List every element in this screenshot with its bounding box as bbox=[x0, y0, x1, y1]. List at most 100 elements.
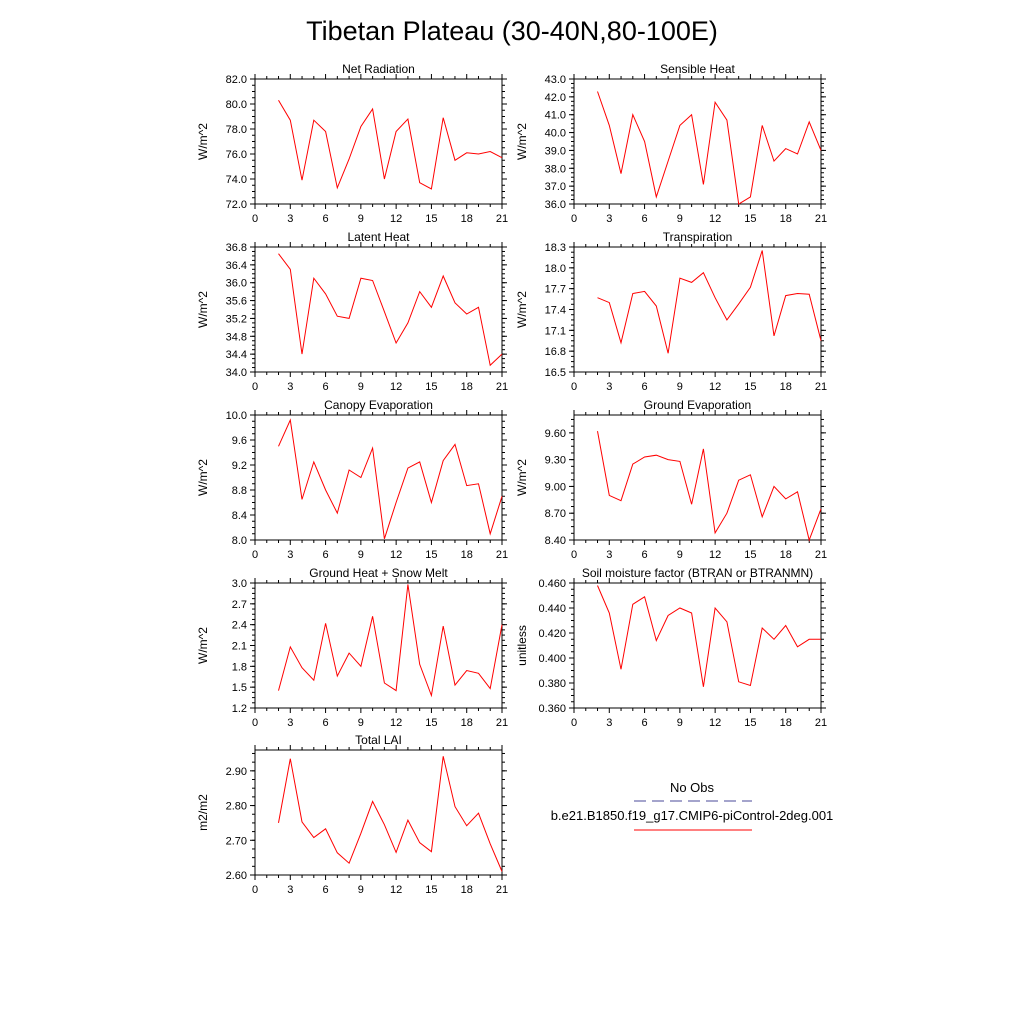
x-tick-label: 12 bbox=[390, 213, 402, 225]
x-tick-label: 18 bbox=[461, 549, 473, 561]
y-tick-label: 0.360 bbox=[538, 703, 566, 715]
x-tick-label: 3 bbox=[287, 549, 293, 561]
y-tick-label: 0.440 bbox=[538, 603, 566, 615]
x-tick-label: 6 bbox=[642, 213, 648, 225]
x-tick-label: 12 bbox=[390, 884, 402, 896]
panels-group: Net Radiation W/m^2 0 3 6 9 12 15 18 21 72.0 74.0 76… bbox=[196, 62, 827, 896]
y-tick-label: 8.70 bbox=[545, 508, 566, 520]
panel-total-lai: Total LAI m2/m2 0 3 6 9 12 15 18 21 2.60 2.70 2.80 2.… bbox=[196, 733, 508, 896]
y-tick-label: 1.5 bbox=[232, 682, 247, 694]
y-tick-label: 3.0 bbox=[232, 578, 247, 590]
plot-frame bbox=[573, 414, 822, 541]
legend: No Obs b.e21.B1850.f19_g17.CMIP6-piContr… bbox=[551, 780, 834, 831]
y-tick-label: 2.4 bbox=[232, 620, 247, 632]
panel-title: Transpiration bbox=[663, 230, 733, 244]
series-line-transpiration bbox=[597, 250, 822, 354]
y-tick-label: 1.2 bbox=[232, 703, 247, 715]
y-tick-label: 2.7 bbox=[232, 599, 247, 611]
panel-net-radiation: Net Radiation W/m^2 0 3 6 9 12 15 18 21 72.0 74.0 76… bbox=[196, 62, 508, 225]
y-tick-label: 9.00 bbox=[545, 481, 566, 493]
y-tick-label: 39.0 bbox=[545, 145, 566, 157]
x-tick-label: 21 bbox=[496, 213, 508, 225]
x-tick-label: 0 bbox=[571, 549, 577, 561]
y-tick-label: 2.80 bbox=[226, 801, 247, 813]
y-tick-label: 43.0 bbox=[545, 74, 566, 86]
x-tick-label: 18 bbox=[780, 717, 792, 729]
x-tick-label: 0 bbox=[571, 717, 577, 729]
x-tick-label: 6 bbox=[642, 549, 648, 561]
x-tick-label: 18 bbox=[780, 381, 792, 393]
x-tick-label: 0 bbox=[252, 884, 258, 896]
y-tick-label: 9.60 bbox=[545, 428, 566, 440]
x-tick-label: 9 bbox=[677, 717, 683, 729]
panel-title: Ground Heat + Snow Melt bbox=[309, 566, 448, 580]
series-line-sensible-heat bbox=[597, 91, 822, 205]
panel-canopy-evaporation: Canopy Evaporation W/m^2 0 3 6 9 12 15 18 21 8.0 8.… bbox=[196, 398, 508, 561]
y-tick-label: 41.0 bbox=[545, 110, 566, 122]
y-axis-label: unitless bbox=[515, 625, 529, 666]
y-tick-label: 9.30 bbox=[545, 455, 566, 467]
x-tick-label: 6 bbox=[323, 381, 329, 393]
x-tick-label: 15 bbox=[425, 213, 437, 225]
x-tick-label: 6 bbox=[323, 549, 329, 561]
x-tick-label: 21 bbox=[815, 549, 827, 561]
y-tick-label: 34.4 bbox=[226, 349, 247, 361]
series-line-latent-heat bbox=[278, 253, 503, 367]
x-tick-label: 3 bbox=[606, 381, 612, 393]
plot-frame bbox=[254, 749, 503, 876]
y-axis-label: W/m^2 bbox=[515, 291, 529, 328]
panel-title: Total LAI bbox=[355, 733, 402, 747]
x-tick-label: 15 bbox=[744, 381, 756, 393]
y-tick-label: 18.3 bbox=[545, 242, 566, 254]
y-tick-label: 34.8 bbox=[226, 331, 247, 343]
x-tick-label: 0 bbox=[252, 213, 258, 225]
x-tick-label: 6 bbox=[323, 213, 329, 225]
x-tick-label: 18 bbox=[780, 549, 792, 561]
x-tick-label: 0 bbox=[571, 213, 577, 225]
y-axis-label: W/m^2 bbox=[515, 459, 529, 496]
legend-model-label: b.e21.B1850.f19_g17.CMIP6-piControl-2deg… bbox=[551, 808, 834, 823]
x-tick-label: 15 bbox=[425, 549, 437, 561]
y-tick-label: 17.1 bbox=[545, 325, 566, 337]
y-axis-label: m2/m2 bbox=[196, 794, 210, 831]
y-tick-label: 2.90 bbox=[226, 766, 247, 778]
x-tick-label: 0 bbox=[252, 717, 258, 729]
x-tick-label: 15 bbox=[744, 717, 756, 729]
y-tick-label: 36.0 bbox=[226, 278, 247, 290]
x-tick-label: 12 bbox=[709, 381, 721, 393]
x-tick-label: 9 bbox=[358, 381, 364, 393]
y-tick-label: 42.0 bbox=[545, 92, 566, 104]
x-tick-label: 15 bbox=[744, 549, 756, 561]
x-tick-label: 15 bbox=[744, 213, 756, 225]
y-axis-label: W/m^2 bbox=[515, 123, 529, 160]
x-tick-label: 0 bbox=[252, 381, 258, 393]
x-tick-label: 15 bbox=[425, 884, 437, 896]
x-tick-label: 3 bbox=[606, 717, 612, 729]
x-tick-label: 12 bbox=[390, 549, 402, 561]
panel-title: Canopy Evaporation bbox=[324, 398, 433, 412]
y-tick-label: 2.1 bbox=[232, 641, 247, 653]
x-tick-label: 0 bbox=[252, 549, 258, 561]
y-tick-label: 35.6 bbox=[226, 296, 247, 308]
series-line-net-radiation bbox=[278, 100, 503, 190]
y-axis-label: W/m^2 bbox=[196, 123, 210, 160]
x-tick-label: 21 bbox=[496, 717, 508, 729]
y-tick-label: 35.2 bbox=[226, 313, 247, 325]
x-tick-label: 3 bbox=[287, 717, 293, 729]
y-tick-label: 1.8 bbox=[232, 661, 247, 673]
panel-transpiration: Transpiration W/m^2 0 3 6 9 12 15 18 21 16.5 16.8 17… bbox=[515, 230, 827, 393]
x-tick-label: 18 bbox=[461, 717, 473, 729]
x-tick-label: 9 bbox=[358, 213, 364, 225]
y-axis-label: W/m^2 bbox=[196, 627, 210, 664]
panel-title: Ground Evaporation bbox=[644, 398, 751, 412]
x-tick-label: 9 bbox=[677, 213, 683, 225]
y-tick-label: 2.60 bbox=[226, 870, 247, 882]
x-tick-label: 21 bbox=[815, 717, 827, 729]
figure-title: Tibetan Plateau (30-40N,80-100E) bbox=[306, 16, 718, 46]
x-tick-label: 3 bbox=[606, 549, 612, 561]
x-tick-label: 3 bbox=[287, 213, 293, 225]
legend-obs-label: No Obs bbox=[670, 780, 715, 795]
x-tick-label: 3 bbox=[606, 213, 612, 225]
